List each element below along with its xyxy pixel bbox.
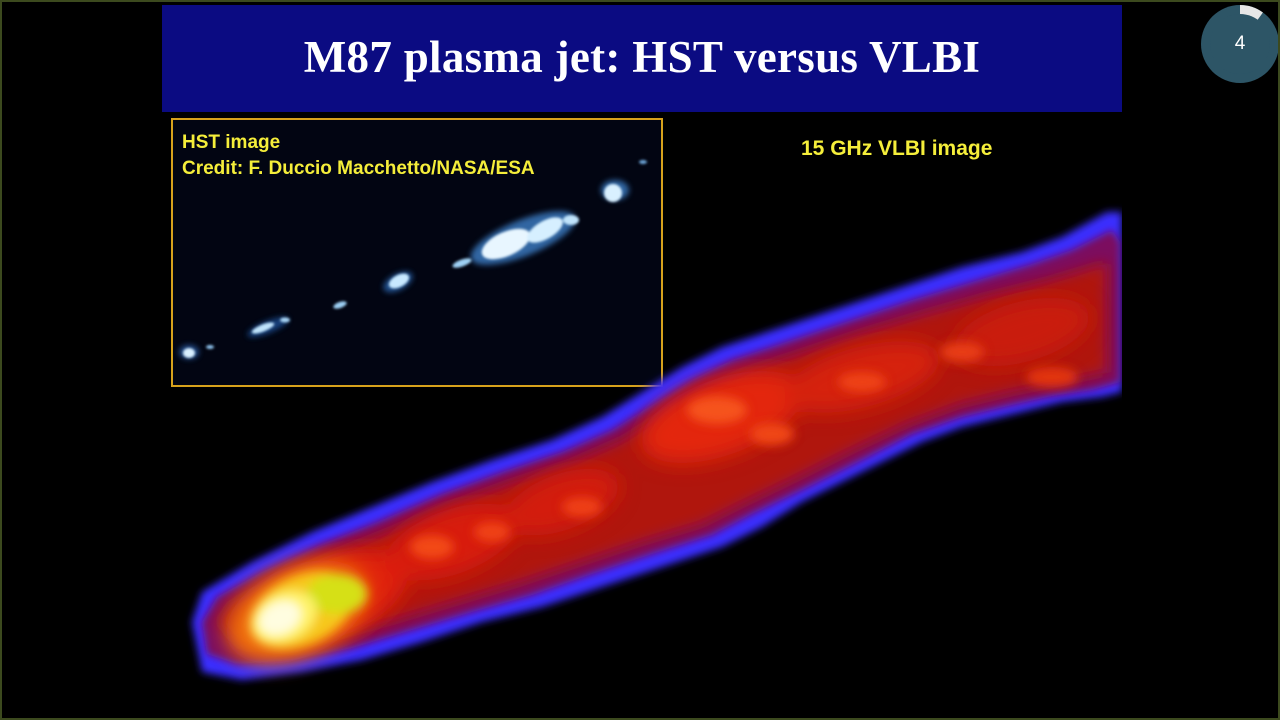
vlbi-jet-image [192,212,1122,680]
vlbi-caption: 15 GHz VLBI image [801,137,993,160]
hst-image-panel: HST image Credit: F. Duccio Macchetto/NA… [171,118,663,387]
hst-title: HST image [182,132,281,153]
slide-title: M87 plasma jet: HST versus VLBI [303,31,981,82]
progress-ring-icon [1201,5,1278,83]
hst-credit: Credit: F. Duccio Macchetto/NASA/ESA [182,158,535,179]
slide-progress-indicator[interactable]: 4 [1200,4,1278,84]
slide-number: 4 [1234,33,1246,54]
title-bar: M87 plasma jet: HST versus VLBI [162,5,1122,112]
hst-jet-image [173,120,661,385]
hst-caption: HST image Credit: F. Duccio Macchetto/NA… [182,130,535,182]
